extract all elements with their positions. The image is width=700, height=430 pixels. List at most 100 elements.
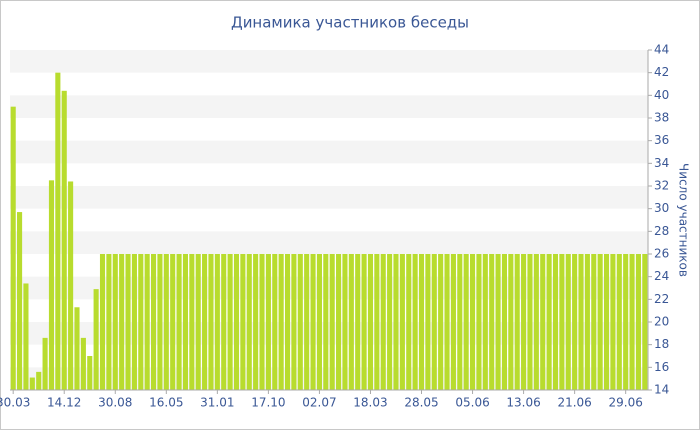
bar xyxy=(336,254,342,390)
bar xyxy=(469,254,476,390)
bar xyxy=(642,254,648,390)
bar xyxy=(74,307,80,390)
bar xyxy=(578,254,584,390)
x-tick-label: 14.12 xyxy=(47,396,81,410)
bar xyxy=(150,254,157,390)
bar xyxy=(265,254,271,390)
bar xyxy=(163,254,169,390)
x-tick-label: 30.08 xyxy=(98,396,132,410)
bar xyxy=(489,254,495,390)
bar xyxy=(616,254,622,390)
bar xyxy=(355,254,361,390)
bar xyxy=(246,254,252,390)
bar xyxy=(80,337,86,390)
bar xyxy=(138,254,144,390)
bar xyxy=(17,212,23,390)
bar xyxy=(61,90,67,391)
bar xyxy=(68,181,74,390)
y-tick-label: 44 xyxy=(654,43,669,57)
bar xyxy=(125,254,131,390)
bar xyxy=(297,254,303,390)
x-tick-label: 13.06 xyxy=(506,396,540,410)
y-tick-label: 32 xyxy=(654,179,669,193)
bar xyxy=(278,254,284,390)
bar xyxy=(508,254,514,390)
bar xyxy=(406,254,412,390)
bar xyxy=(221,254,227,390)
bar xyxy=(42,337,48,390)
bar xyxy=(106,254,112,390)
grid-band xyxy=(10,186,648,209)
bar xyxy=(495,254,501,390)
x-tick-label: 02.07 xyxy=(302,396,336,410)
bar xyxy=(559,254,565,390)
bar xyxy=(565,254,571,390)
bar xyxy=(195,254,201,390)
x-tick-label: 16.05 xyxy=(149,396,183,410)
bar xyxy=(597,254,603,390)
bar xyxy=(182,254,189,390)
x-tick-label: 30.03 xyxy=(0,396,30,410)
bar xyxy=(10,106,16,391)
bar xyxy=(482,254,488,390)
bar xyxy=(380,254,386,390)
bar xyxy=(291,254,297,390)
bar xyxy=(55,72,61,391)
y-tick-label: 22 xyxy=(654,292,669,306)
x-tick-label: 31.01 xyxy=(200,396,234,410)
bar xyxy=(552,254,559,390)
bar xyxy=(259,254,265,390)
bar xyxy=(463,254,469,390)
bar xyxy=(348,254,354,390)
y-tick-label: 40 xyxy=(654,88,669,102)
grid-band xyxy=(10,367,648,390)
chart-title: Динамика участников беседы xyxy=(231,14,469,32)
grid-band xyxy=(10,95,648,118)
grid-band xyxy=(10,231,648,254)
bar xyxy=(233,254,240,390)
bar xyxy=(119,254,125,390)
bar xyxy=(514,254,520,390)
bar xyxy=(374,254,380,390)
bar xyxy=(342,254,348,390)
y-tick-label: 26 xyxy=(654,247,669,261)
bar xyxy=(112,254,118,390)
x-tick-label: 28.05 xyxy=(404,396,438,410)
y-tick-label: 36 xyxy=(654,133,669,147)
bar xyxy=(310,254,316,390)
bar xyxy=(36,371,42,390)
x-tick-label: 05.06 xyxy=(455,396,489,410)
bar xyxy=(387,254,393,390)
bar xyxy=(93,289,99,390)
bar xyxy=(272,254,278,390)
y-tick-label: 30 xyxy=(654,201,669,215)
bar xyxy=(202,254,208,390)
bar xyxy=(546,254,552,390)
grid-band xyxy=(10,276,648,300)
y-tick-label: 18 xyxy=(654,337,669,351)
x-tick-label: 18.03 xyxy=(353,396,387,410)
y-tick-label: 24 xyxy=(654,269,669,283)
grid-band xyxy=(10,50,648,73)
y-axis-title: Число участников xyxy=(677,163,691,277)
x-tick-label: 29.06 xyxy=(608,396,642,410)
bar xyxy=(29,377,35,390)
bar xyxy=(584,254,590,390)
bar xyxy=(227,254,233,390)
bar xyxy=(304,254,310,390)
y-tick-label: 14 xyxy=(654,383,669,397)
y-tick-label: 16 xyxy=(654,360,669,374)
bar xyxy=(412,254,418,390)
bar xyxy=(476,254,482,390)
bar xyxy=(623,254,629,390)
bar xyxy=(240,254,246,390)
bar xyxy=(457,254,463,390)
bar xyxy=(501,254,508,390)
bar xyxy=(438,254,444,390)
bar xyxy=(431,254,437,390)
grid-band xyxy=(10,140,648,164)
bar xyxy=(367,254,374,390)
y-tick-label: 28 xyxy=(654,224,669,238)
